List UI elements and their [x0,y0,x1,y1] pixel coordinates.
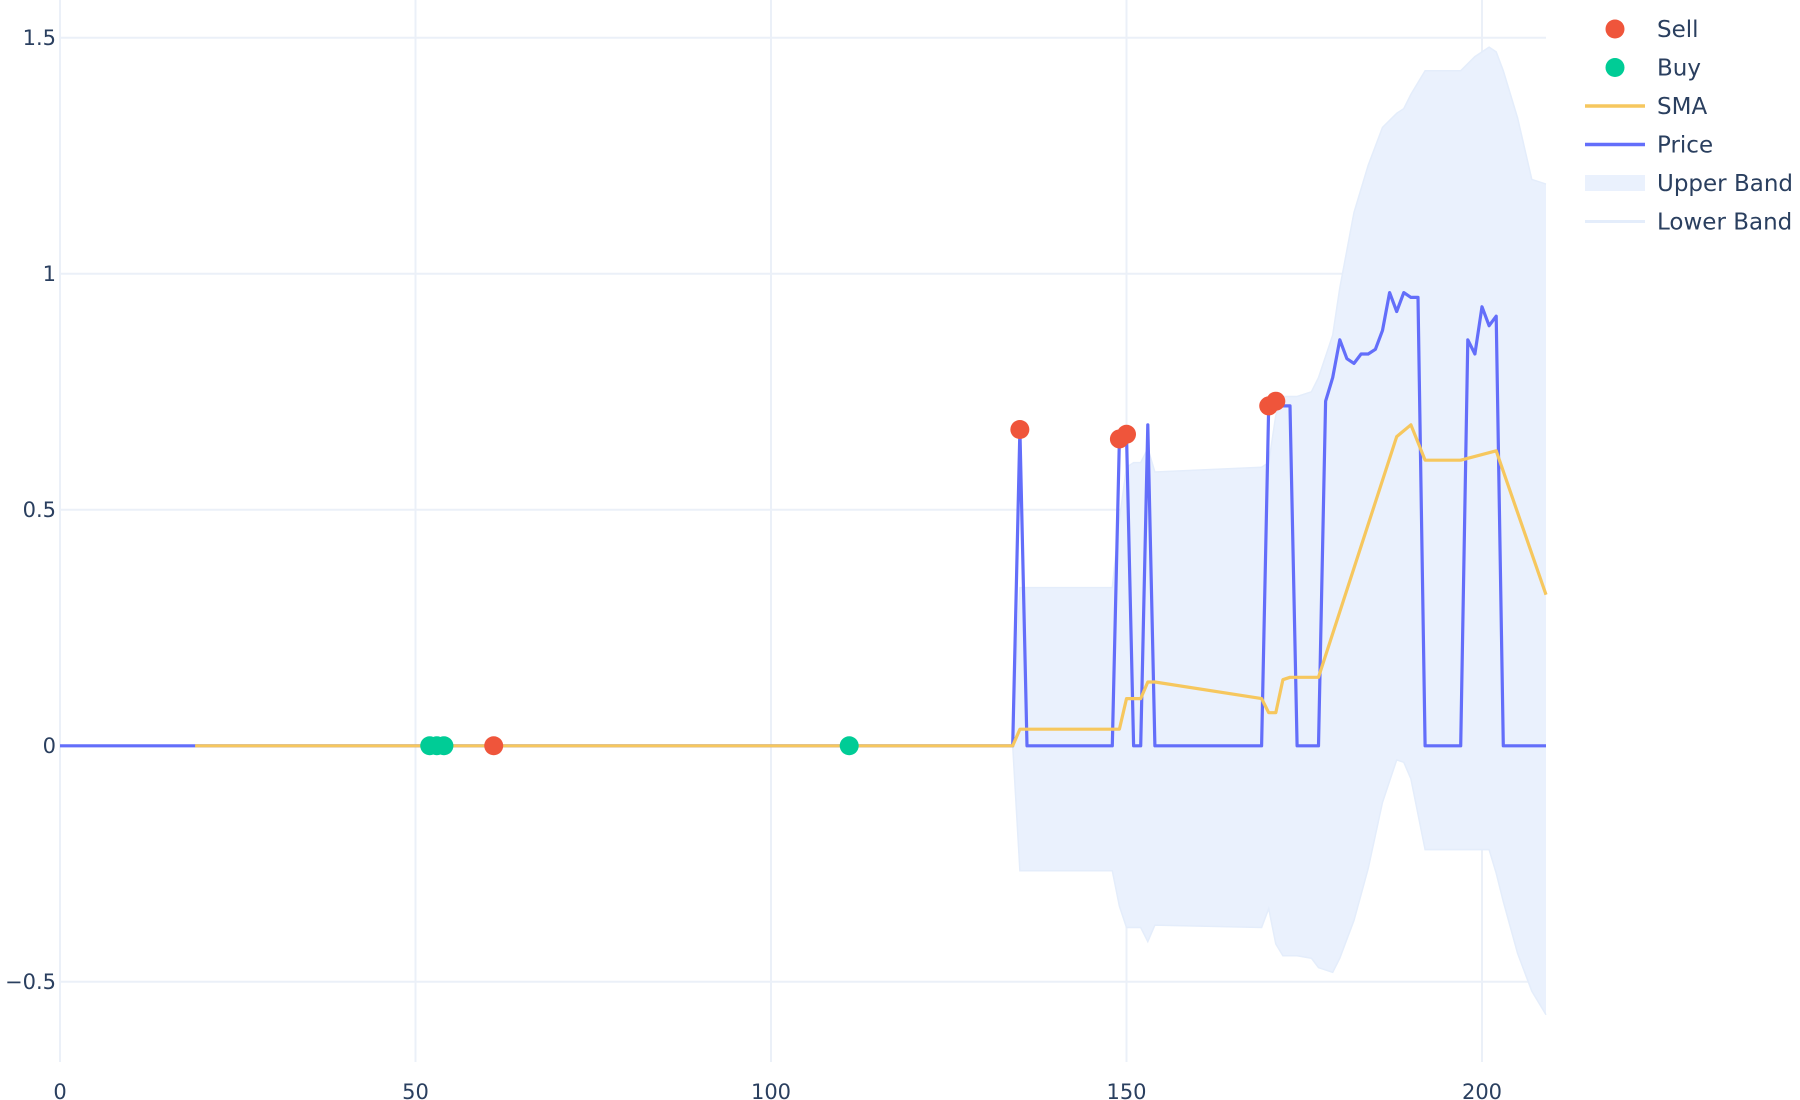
legend-symbol [1585,175,1645,191]
legend-label: Sell [1657,17,1699,43]
x-tick-label: 200 [1462,1080,1502,1100]
x-tick-label: 50 [402,1080,429,1100]
sell-marker[interactable] [1266,391,1286,411]
legend-item-upper-band[interactable]: Upper Band [1585,171,1793,197]
marker-layer [420,391,1286,756]
axis-layer: 0 50 100 150 200 1.5 1 0.5 0 −0.5 [5,26,1502,1100]
legend-item-buy[interactable]: Buy [1605,56,1701,82]
legend-item-price[interactable]: Price [1585,133,1713,159]
legend-item-sma[interactable]: SMA [1585,94,1707,120]
legend-label: Buy [1657,56,1701,82]
legend[interactable]: Sell Buy SMA Price Upper Band Lower Band [1585,17,1793,236]
legend-item-lower-band[interactable]: Lower Band [1585,210,1792,236]
y-tick-label: 1 [43,262,56,286]
price-line [60,291,1546,748]
legend-symbol [1605,58,1625,77]
legend-item-sell[interactable]: Sell [1605,17,1699,43]
line-layer [60,291,1548,748]
lower-band-line [1011,745,1547,1016]
y-tick-label: 1.5 [23,26,56,50]
x-tick-label: 100 [751,1080,791,1100]
sell-marker[interactable] [484,736,504,756]
x-tick-label: 150 [1106,1080,1146,1100]
band-layer [1011,46,1547,1016]
sell-marker[interactable] [1117,424,1137,444]
y-tick-label: 0 [43,734,56,758]
legend-symbol [1605,19,1625,39]
sma-line [195,423,1548,748]
legend-label: Price [1657,133,1713,159]
legend-label: SMA [1657,94,1707,120]
buy-marker[interactable] [434,736,454,756]
y-tick-label: 0.5 [23,498,56,522]
buy-marker[interactable] [839,736,859,756]
x-tick-label: 0 [53,1080,66,1100]
legend-label: Upper Band [1657,171,1793,197]
band-fill [1012,47,1546,1015]
y-tick-label: −0.5 [5,970,56,994]
upper-band-line [1011,46,1547,746]
legend-label: Lower Band [1657,210,1792,236]
sell-marker[interactable] [1010,420,1030,440]
